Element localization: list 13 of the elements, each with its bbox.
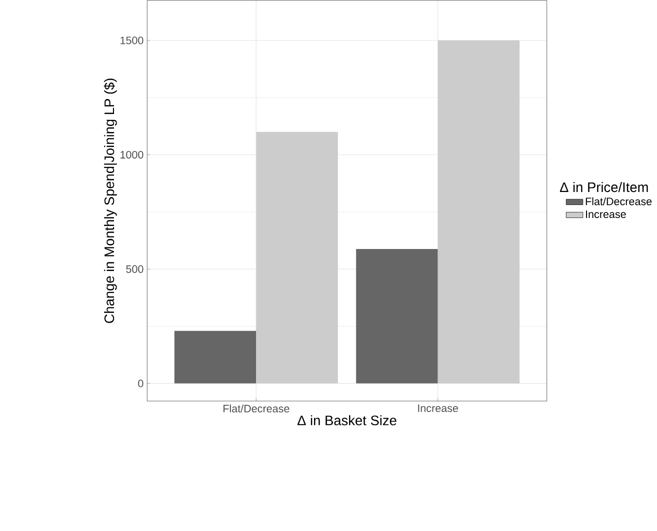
y-tick-label: 1000 [120, 150, 144, 158]
y-tick-label: 0 [138, 379, 144, 388]
bar [174, 330, 256, 384]
y-tick-label: 500 [126, 265, 144, 273]
bar [256, 132, 338, 384]
legend-label: Increase [586, 210, 626, 218]
legend-label: Flat/Decrease [586, 197, 652, 206]
legend-title: Δ in Price/Item [560, 182, 648, 192]
y-axis-title: Change in Monthly Spend|Joining LP ($) [104, 78, 117, 323]
y-tick-label: 1500 [120, 36, 144, 44]
bar [438, 40, 520, 384]
x-axis-title: Δ in Basket Size [297, 415, 396, 426]
bar [356, 248, 438, 384]
